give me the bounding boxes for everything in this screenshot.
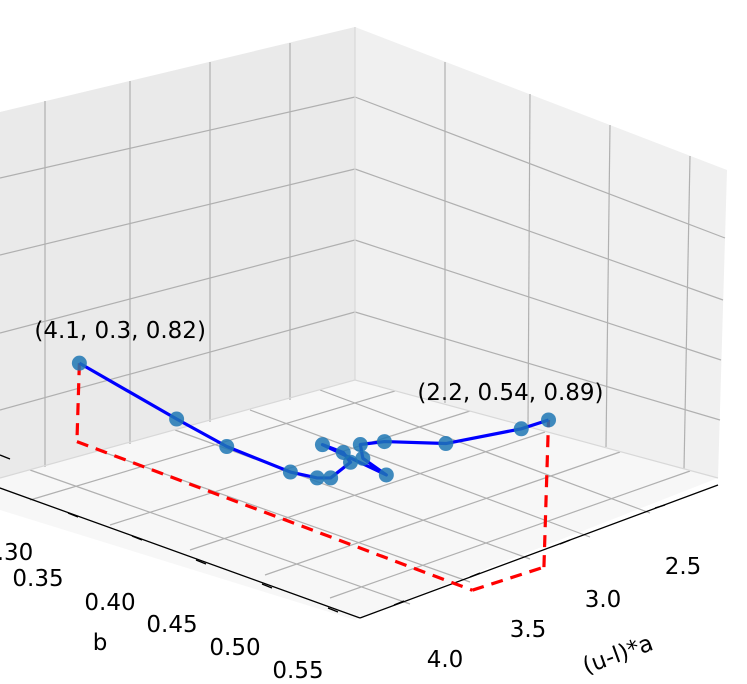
x-tick-label: 3.0 — [585, 587, 622, 613]
floor-pane — [0, 380, 718, 620]
x-tick-label: 2.5 — [665, 554, 702, 580]
data-point-13 — [438, 436, 454, 452]
data-point-12 — [376, 434, 392, 450]
tick-labels: .300.35 0.40 0.45 0.50 0.55 2.5 3.0 3.5 4.0 — [0, 540, 701, 684]
data-point-15 — [541, 412, 557, 428]
data-point-5 — [323, 470, 339, 486]
data-point-3 — [282, 464, 298, 480]
y-tick-label: 0.45 — [146, 612, 197, 638]
data-point-1 — [169, 411, 185, 427]
y-axis-label: b — [93, 630, 108, 656]
data-point-2 — [219, 439, 235, 455]
series-line — [78, 361, 550, 480]
y-tick-label: 0.50 — [209, 635, 260, 661]
projection-line-1 — [76, 440, 473, 592]
y-tick-label: 0.55 — [272, 658, 323, 684]
annotation-label-0: (4.1, 0.3, 0.82) — [34, 318, 206, 344]
data-point-0 — [71, 355, 87, 371]
data-point-7 — [335, 445, 351, 461]
pane-edges — [0, 27, 719, 479]
left-back-pane — [0, 27, 355, 478]
y-tick-label: .30 — [0, 540, 33, 566]
right-back-pane — [355, 27, 727, 478]
data-point-8 — [314, 437, 330, 453]
data-point-9 — [378, 467, 394, 483]
projection-line-2 — [471, 565, 545, 592]
axis-lines — [0, 454, 719, 619]
projection-line-0 — [75, 363, 81, 442]
data-point-4 — [309, 470, 325, 486]
x-tick-label: 4.0 — [427, 647, 464, 673]
data-point-11 — [352, 437, 368, 453]
x-tick-label: 3.5 — [510, 617, 547, 643]
annotation-label-1: (2.2, 0.54, 0.89) — [417, 380, 603, 406]
data-point-14 — [513, 421, 529, 437]
axes-panes — [0, 27, 727, 620]
projection-line-3 — [542, 419, 551, 568]
y-tick-label: 0.35 — [12, 566, 63, 592]
data-point-10 — [355, 450, 371, 466]
x-axis-label: (u-l)*a — [579, 630, 656, 679]
y-tick-label: 0.40 — [84, 590, 135, 616]
grid-lines — [0, 43, 726, 605]
data-layer: (4.1, 0.3, 0.82) (2.2, 0.54, 0.89) — [34, 318, 604, 592]
y-axis-line — [0, 487, 361, 619]
